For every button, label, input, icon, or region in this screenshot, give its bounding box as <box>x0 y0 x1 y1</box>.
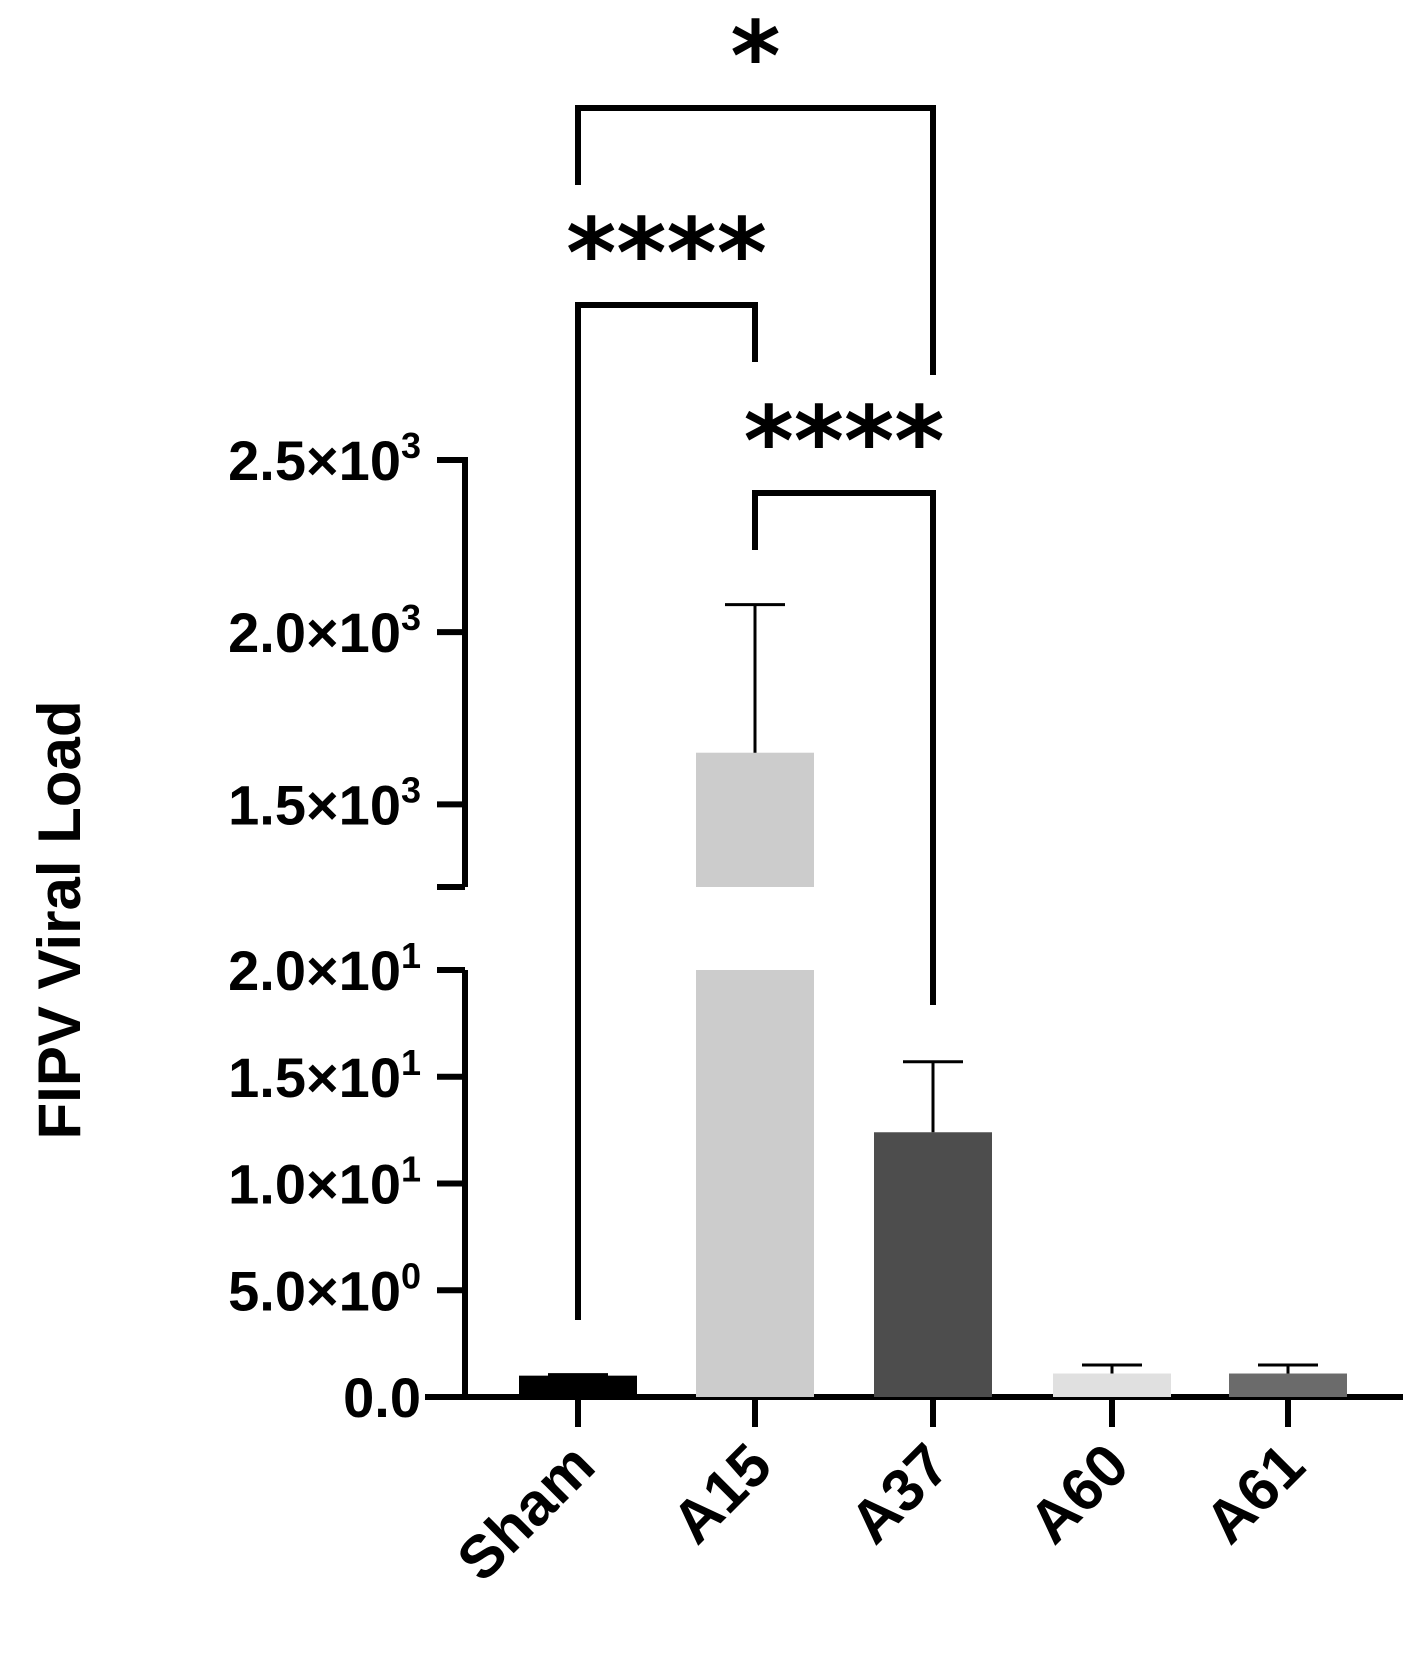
y-tick-exponent: 0 <box>401 1255 421 1296</box>
sig-sham-a15-label: **** <box>566 198 767 310</box>
bar-a61 <box>1229 1373 1347 1397</box>
significance-brackets: ********* <box>566 1 944 1320</box>
sig-sham-a37-bracket <box>575 105 936 375</box>
y-tick-label: 1.0×101 <box>228 1149 421 1216</box>
sig-sham-a37-label: * <box>730 1 780 113</box>
y-tick-mantissa: 2.0×10 <box>228 939 401 1002</box>
bar-a37 <box>874 1132 992 1397</box>
y-tick-mantissa: 1.5×10 <box>228 1046 401 1109</box>
bars <box>519 752 1347 1397</box>
y-tick-label: 2.0×101 <box>228 935 421 1002</box>
y-tick-exponent: 3 <box>401 425 421 466</box>
error-bars <box>548 603 1318 1377</box>
y-tick-exponent: 3 <box>401 597 421 638</box>
y-tick-mantissa: 2.5×10 <box>228 429 401 492</box>
y-tick-exponent: 1 <box>401 935 421 976</box>
x-tick-labels: Sham A15 A37 A60 A61 <box>444 1431 1317 1594</box>
y-axis-label: FIPV Viral Load <box>26 700 93 1139</box>
y-tick-mantissa: 2.0×10 <box>228 601 401 664</box>
y-tick-label: 5.0×100 <box>228 1255 421 1322</box>
x-tick-label-a37: A37 <box>837 1431 962 1556</box>
y-axis-label-group: FIPV Viral Load <box>26 700 93 1139</box>
y-tick-labels: 0.05.0×1001.0×1011.5×1012.0×1011.5×1032.… <box>228 425 421 1429</box>
bar-a15-lower <box>696 970 814 1397</box>
x-tick-label-a60: A60 <box>1016 1431 1141 1556</box>
y-tick-mantissa: 5.0×10 <box>228 1259 401 1322</box>
y-tick-label: 2.5×103 <box>228 425 421 492</box>
y-tick-exponent: 1 <box>401 1042 421 1083</box>
sig-a15-a37-label: **** <box>744 386 945 498</box>
sig-a15-a37-bracket <box>752 490 936 1005</box>
x-tick-label-a15: A15 <box>659 1431 784 1556</box>
y-tick-label: 1.5×103 <box>228 769 421 836</box>
y-tick-mantissa: 0.0 <box>343 1366 421 1429</box>
y-tick-mantissa: 1.5×10 <box>228 773 401 836</box>
x-tick-label-a61: A61 <box>1192 1431 1317 1556</box>
y-tick-mantissa: 1.0×10 <box>228 1153 401 1216</box>
y-tick-label: 1.5×101 <box>228 1042 421 1109</box>
bar-a60 <box>1053 1373 1171 1397</box>
y-tick-label: 0.0 <box>343 1366 421 1429</box>
x-tick-label-sham: Sham <box>444 1431 607 1594</box>
bar-a15-upper <box>696 752 814 887</box>
y-tick-exponent: 1 <box>401 1149 421 1190</box>
bar-sham <box>519 1375 637 1397</box>
sig-sham-a15-bracket <box>575 302 758 1320</box>
y-tick-exponent: 3 <box>401 769 421 810</box>
y-tick-label: 2.0×103 <box>228 597 421 664</box>
